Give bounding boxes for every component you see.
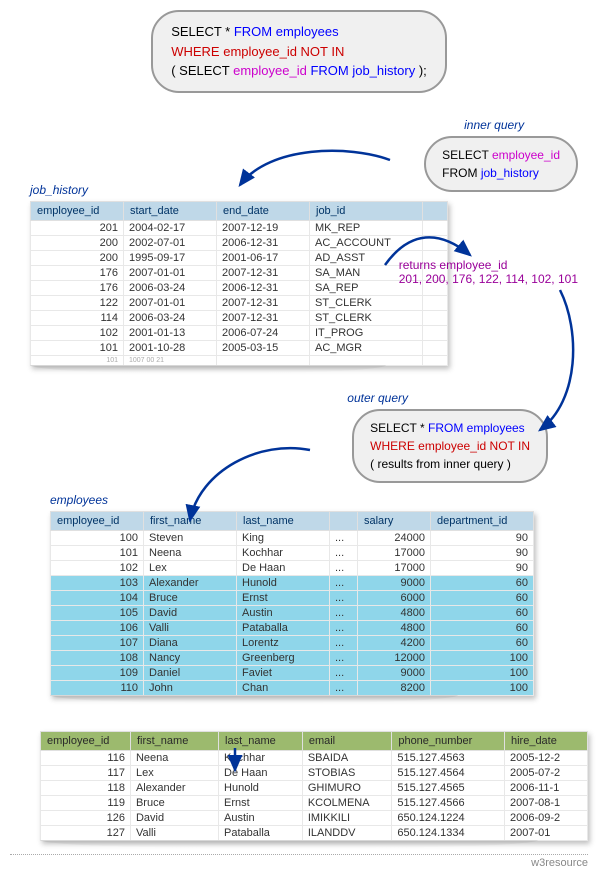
table-row: 127ValliPataballaILANDDV650.124.13342007… bbox=[41, 825, 588, 840]
table-row: 109DanielFaviet...9000100 bbox=[51, 665, 534, 680]
col-header: salary bbox=[358, 511, 431, 530]
col-header: department_id bbox=[431, 511, 534, 530]
table-row: 118AlexanderHunoldGHIMURO515.127.4565200… bbox=[41, 780, 588, 795]
main-query-bubble: SELECT * FROM employees WHERE employee_i… bbox=[151, 10, 447, 93]
emp-label: employees bbox=[50, 493, 588, 507]
table-row: 104BruceErnst...600060 bbox=[51, 590, 534, 605]
table-row: 1022001-01-132006-07-24IT_PROG bbox=[31, 325, 448, 340]
col-header bbox=[423, 201, 448, 220]
table-row: 107DianaLorentz...420060 bbox=[51, 635, 534, 650]
table-row: 116NeenaKochharSBAIDA515.127.45632005-12… bbox=[41, 750, 588, 765]
sql-col: employee_id bbox=[233, 63, 310, 78]
table-row: 105DavidAustin...480060 bbox=[51, 605, 534, 620]
table-row: 2002002-07-012006-12-31AC_ACCOUNT bbox=[31, 235, 448, 250]
table-row: 1762007-01-012007-12-31SA_MAN bbox=[31, 265, 448, 280]
outer-query-label: outer query bbox=[347, 391, 408, 405]
col-header: end_date bbox=[217, 201, 310, 220]
job-history-table: employee_idstart_dateend_datejob_id20120… bbox=[30, 201, 448, 366]
col-header: employee_id bbox=[51, 511, 144, 530]
sql-where: WHERE bbox=[171, 44, 223, 59]
sql-select: SELECT * bbox=[171, 24, 234, 39]
col-header: last_name bbox=[237, 511, 330, 530]
col-header: employee_id bbox=[41, 731, 131, 750]
col-header: first_name bbox=[130, 731, 218, 750]
table-row: 103AlexanderHunold...900060 bbox=[51, 575, 534, 590]
table-row: 2001995-09-172001-06-17AD_ASST bbox=[31, 250, 448, 265]
col-header: phone_number bbox=[392, 731, 505, 750]
table-row: 100StevenKing...2400090 bbox=[51, 530, 534, 545]
table-row: 117LexDe HaanSTOBIAS515.127.45642005-07-… bbox=[41, 765, 588, 780]
outer-query-bubble: SELECT * FROM employees WHERE employee_i… bbox=[352, 409, 548, 483]
sql-from: FROM employees bbox=[234, 24, 339, 39]
col-header: email bbox=[302, 731, 392, 750]
table-row: 2012004-02-172007-12-19MK_REP bbox=[31, 220, 448, 235]
table-row: 1762006-03-242006-12-31SA_REP bbox=[31, 280, 448, 295]
inner-query-bubble: SELECT employee_id FROM job_history bbox=[424, 136, 578, 192]
inner-query-label: inner query bbox=[464, 118, 578, 132]
employees-table: employee_idfirst_namelast_name salarydepa… bbox=[50, 511, 534, 696]
table-row: 110JohnChan...8200100 bbox=[51, 680, 534, 695]
col-header: employee_id bbox=[31, 201, 124, 220]
col-header: first_name bbox=[144, 511, 237, 530]
table-row: 1142006-03-242007-12-31ST_CLERK bbox=[31, 310, 448, 325]
result-table: employee_idfirst_namelast_nameemailphone… bbox=[40, 731, 588, 841]
table-row: 119BruceErnstKCOLMENA515.127.45662007-08… bbox=[41, 795, 588, 810]
table-row: 106ValliPataballa...480060 bbox=[51, 620, 534, 635]
col-header bbox=[330, 511, 358, 530]
table-row: 102LexDe Haan...1700090 bbox=[51, 560, 534, 575]
table-row: 1222007-01-012007-12-31ST_CLERK bbox=[31, 295, 448, 310]
footer-credit: w3resource bbox=[10, 854, 588, 869]
col-header: start_date bbox=[124, 201, 217, 220]
table-row: 108NancyGreenberg...12000100 bbox=[51, 650, 534, 665]
table-row: 126DavidAustinIMIKKILI650.124.12242006-0… bbox=[41, 810, 588, 825]
returns-values: 201, 200, 176, 122, 114, 102, 101 bbox=[399, 272, 578, 286]
col-header: last_name bbox=[219, 731, 303, 750]
returns-label: returns employee_id bbox=[399, 258, 578, 272]
col-header: job_id bbox=[310, 201, 423, 220]
sql-notin: employee_id NOT IN bbox=[223, 44, 344, 59]
col-header: hire_date bbox=[504, 731, 587, 750]
table-row: 101NeenaKochhar...1700090 bbox=[51, 545, 534, 560]
table-row: 1012001-10-282005-03-15AC_MGR bbox=[31, 340, 448, 355]
